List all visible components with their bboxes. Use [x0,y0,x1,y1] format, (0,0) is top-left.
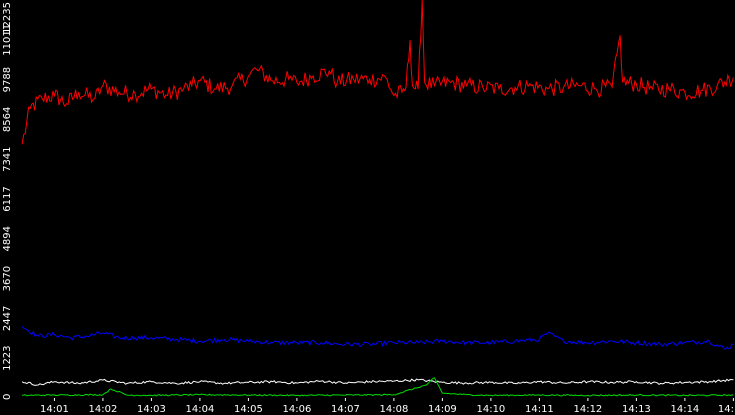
x-axis: 14:01 14:02 14:03 14:04 14:05 14:06 14:07 14:08… [40,398,734,415]
series-line-1 [21,326,734,350]
x-tick-label: 14:14 [670,404,699,415]
y-tick-label: 4894 [2,226,13,251]
y-tick-label: 7341 [2,146,13,171]
x-tick-label: 14:12 [573,404,602,415]
x-tick-label: 14:13 [622,404,651,415]
x-tick-label: 14:08 [379,404,408,415]
y-tick-label: 6117 [2,186,13,211]
x-tick-label: 14:06 [282,404,311,415]
y-tick-label: 9788 [2,67,13,92]
y-tick-label: 1223 [2,345,13,370]
x-tick-label: 14:01 [40,404,69,415]
x-tick-label: 14:02 [88,404,117,415]
x-tick-label: 14: [718,404,734,415]
series-line-3 [21,377,734,397]
y-tick-label: 11011 [2,24,13,56]
x-tick-label: 14:04 [185,404,214,415]
y-tick-label: 3670 [2,266,13,291]
series-lines [21,0,734,397]
y-tick-label: 0 [2,394,13,400]
series-line-0 [21,0,734,145]
x-tick-label: 14:07 [331,404,360,415]
y-tick-label: 2447 [2,306,13,331]
x-tick-label: 14:03 [137,404,166,415]
x-tick-label: 14:09 [428,404,457,415]
y-tick-label: 8564 [2,107,13,132]
y-axis: 0 1223 2447 3670 4894 6117 7341 8564 9788 1101112… [2,2,13,400]
x-tick-label: 14:11 [525,404,554,415]
x-tick-label: 14:10 [476,404,505,415]
x-tick-label: 14:05 [234,404,263,415]
y-tick-label: 12235 [2,2,13,34]
series-line-2 [21,378,734,386]
